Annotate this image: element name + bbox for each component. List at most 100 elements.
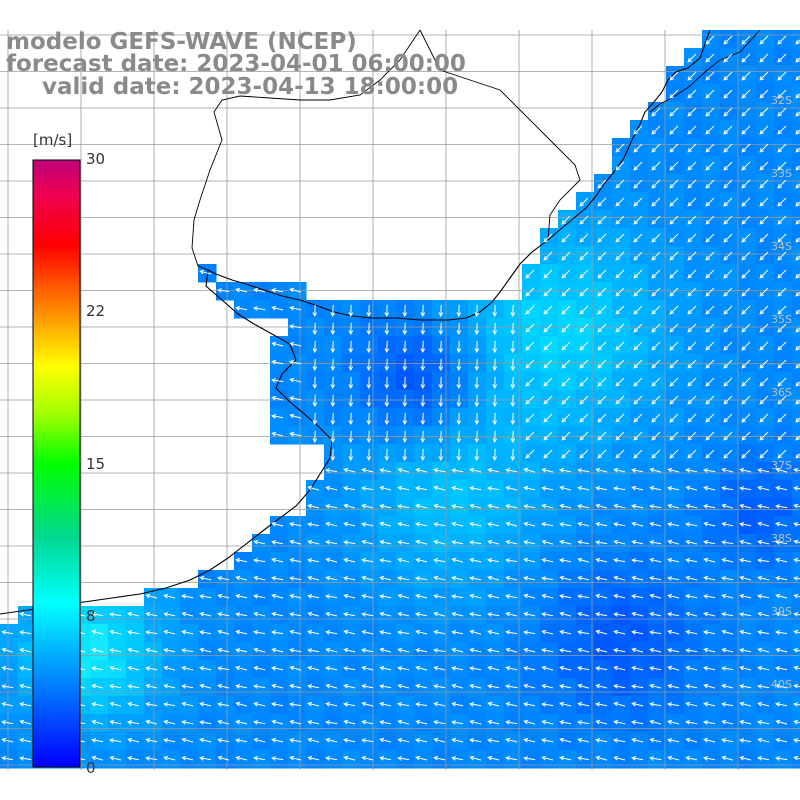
- wind-arrow: [217, 576, 230, 581]
- wind-arrow: [469, 683, 482, 689]
- wind-arrow: [492, 322, 498, 336]
- wind-arrow: [523, 593, 536, 599]
- wind-arrow: [19, 683, 32, 689]
- wind-arrow: [541, 557, 554, 563]
- wind-arrow: [705, 143, 715, 153]
- wind-arrow: [795, 381, 800, 387]
- wind-arrow: [348, 358, 354, 372]
- wind-arrow: [687, 107, 697, 117]
- wind-arrow: [649, 702, 662, 707]
- wind-arrow: [1, 684, 14, 689]
- wind-arrow: [775, 540, 788, 545]
- wind-arrow: [759, 413, 769, 423]
- wind-arrow: [597, 341, 607, 351]
- wind-arrow: [361, 612, 374, 617]
- wind-arrow: [525, 323, 535, 333]
- wind-arrow: [613, 593, 626, 599]
- wind-arrow: [415, 738, 428, 743]
- wind-arrow: [379, 701, 392, 707]
- wind-arrow: [325, 540, 338, 545]
- wind-arrow: [775, 576, 788, 581]
- wind-arrow: [199, 594, 212, 599]
- wind-arrow: [271, 611, 284, 617]
- wind-arrow: [705, 35, 715, 45]
- wind-arrow: [631, 720, 644, 725]
- wind-arrow: [433, 755, 446, 761]
- wind-arrow: [510, 340, 516, 354]
- wind-arrow: [757, 521, 770, 527]
- wind-arrow: [325, 594, 338, 599]
- wind-arrow: [235, 648, 248, 653]
- wind-arrow: [505, 611, 518, 617]
- wind-arrow: [631, 539, 644, 545]
- wind-arrow: [777, 413, 787, 423]
- wind-arrow: [759, 53, 769, 63]
- wind-arrow: [505, 539, 518, 545]
- wind-arrow: [579, 431, 589, 441]
- wind-arrow: [741, 431, 751, 441]
- wind-arrow: [253, 594, 266, 599]
- wind-arrow: [109, 665, 122, 671]
- wind-arrow: [505, 558, 518, 563]
- wind-arrow: [577, 611, 590, 617]
- wind-arrow: [723, 305, 733, 315]
- wind-arrow: [705, 413, 715, 423]
- wind-arrow: [469, 521, 482, 527]
- wind-arrow: [487, 738, 500, 743]
- wind-arrow: [759, 233, 769, 243]
- wind-arrow: [615, 431, 625, 441]
- wind-arrow: [420, 376, 426, 390]
- wind-arrow: [199, 737, 212, 743]
- wind-arrow: [703, 647, 716, 653]
- wind-arrow: [667, 593, 680, 599]
- wind-arrow: [649, 683, 662, 689]
- wind-arrow: [703, 683, 716, 689]
- wind-arrow: [777, 53, 787, 63]
- wind-arrow: [330, 322, 336, 336]
- wind-arrow: [307, 737, 320, 743]
- wind-arrow: [741, 377, 751, 387]
- wind-arrow: [384, 376, 390, 390]
- wind-arrow: [759, 269, 769, 279]
- wind-arrow: [343, 540, 356, 545]
- wind-arrow: [525, 413, 535, 423]
- wind-arrow: [91, 612, 104, 617]
- wind-arrow: [253, 684, 266, 689]
- wind-arrow: [127, 647, 140, 653]
- wind-arrow: [181, 629, 194, 635]
- wind-arrow: [667, 612, 680, 617]
- wind-arrow: [415, 719, 428, 725]
- wind-arrow: [757, 630, 770, 635]
- wind-arrow: [775, 719, 788, 725]
- wind-arrow: [721, 486, 734, 491]
- wind-arrow: [525, 395, 535, 405]
- wind-arrow: [307, 665, 320, 671]
- wind-arrow: [438, 340, 444, 354]
- wind-arrow: [384, 412, 390, 426]
- wind-arrow: [505, 630, 518, 635]
- wind-arrow: [181, 684, 194, 689]
- wind-arrow: [615, 305, 625, 315]
- wind-arrow: [312, 412, 318, 426]
- wind-arrow: [433, 558, 446, 563]
- wind-arrow: [705, 449, 715, 459]
- wind-arrow: [19, 719, 32, 725]
- wind-arrow: [577, 683, 590, 689]
- wind-arrow: [721, 576, 734, 581]
- wind-arrow: [492, 304, 498, 318]
- wind-arrow: [325, 630, 338, 635]
- wind-arrow: [541, 683, 554, 689]
- wind-arrow: [543, 305, 553, 315]
- wind-arrow: [759, 107, 769, 117]
- wind-arrow: [420, 304, 426, 318]
- wind-arrow: [402, 448, 408, 462]
- wind-arrow: [685, 558, 698, 563]
- wind-arrow: [289, 324, 302, 329]
- wind-arrow: [577, 557, 590, 563]
- wind-arrow: [631, 468, 644, 473]
- wind-arrow: [487, 539, 500, 545]
- wind-arrow: [543, 233, 553, 243]
- wind-arrow: [523, 485, 536, 491]
- wind-arrow: [235, 612, 248, 617]
- wind-arrow: [721, 467, 734, 473]
